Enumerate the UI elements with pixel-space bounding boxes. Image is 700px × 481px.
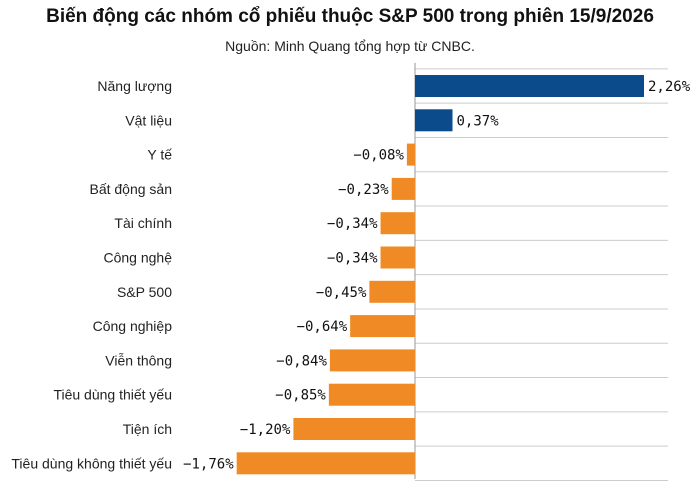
value-label: −0,45%	[316, 285, 367, 301]
category-label: Tiện ích	[123, 421, 172, 437]
gridlines	[415, 68, 668, 481]
category-label: Viễn thông	[105, 352, 172, 368]
bar	[350, 315, 415, 338]
category-label: Năng lượng	[97, 78, 172, 94]
bar	[415, 109, 453, 132]
bar	[391, 177, 415, 200]
value-label: −0,84%	[276, 353, 327, 369]
category-label: Tiêu dùng thiết yếu	[53, 387, 172, 403]
category-label: Công nghiệp	[93, 318, 173, 334]
value-label: 0,37%	[456, 113, 499, 129]
chart-source: Nguồn: Minh Quang tổng hợp từ CNBC.	[225, 38, 475, 54]
value-label: −1,76%	[183, 456, 234, 472]
bar	[380, 212, 415, 235]
value-label: −0,34%	[327, 216, 378, 232]
bar	[293, 418, 415, 440]
value-label: −0,34%	[327, 251, 378, 267]
value-label: −0,08%	[353, 148, 404, 164]
value-label: −0,23%	[338, 182, 389, 198]
bar	[236, 452, 415, 475]
bar	[369, 280, 415, 303]
category-label: Tiêu dùng không thiết yếu	[11, 455, 172, 471]
chart-title: Biến động các nhóm cổ phiếu thuộc S&P 50…	[46, 6, 654, 27]
value-label: −1,20%	[240, 422, 291, 438]
bar	[380, 246, 415, 269]
category-label: Tài chính	[114, 215, 172, 231]
bar	[406, 143, 415, 166]
category-label: Bất động sản	[89, 181, 172, 197]
value-label: 2,26%	[648, 79, 691, 95]
category-label: Y tế	[147, 147, 172, 163]
bar	[328, 383, 415, 406]
bar	[415, 75, 644, 97]
value-label: −0,64%	[297, 319, 348, 335]
category-label: Vật liệu	[125, 112, 172, 128]
value-label: −0,85%	[275, 388, 326, 404]
category-label: Công nghệ	[103, 250, 172, 266]
category-label: S&P 500	[117, 284, 172, 300]
bar	[329, 349, 415, 372]
